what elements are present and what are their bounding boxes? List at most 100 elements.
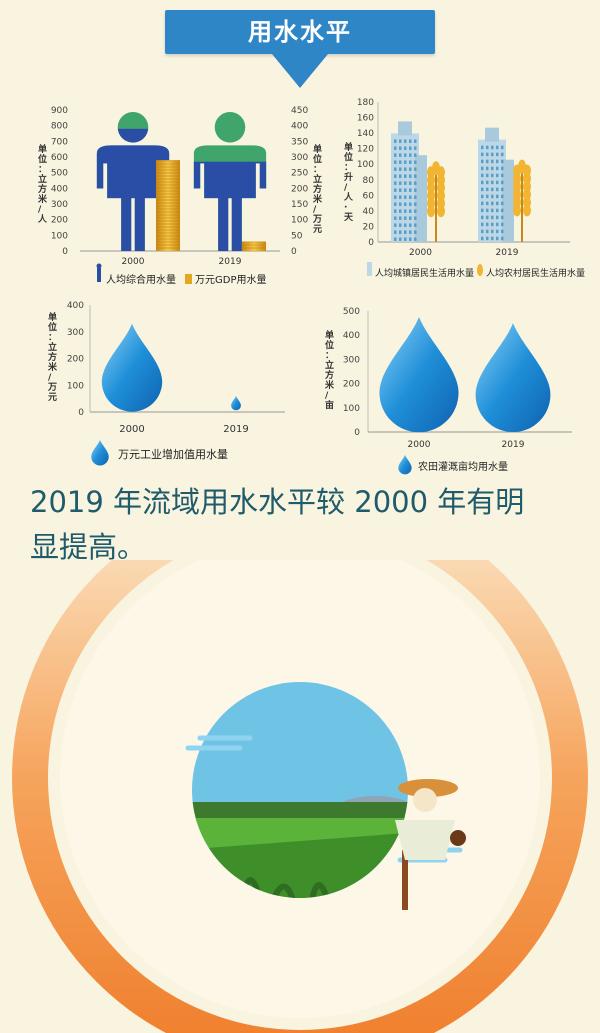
chart3-x-label: 2000 — [119, 424, 144, 435]
legend-wheat-icon — [477, 264, 483, 276]
building-window — [399, 188, 402, 192]
building-window — [394, 153, 397, 157]
building-window — [409, 181, 412, 185]
cloud-lines-left — [185, 735, 253, 751]
building-window — [486, 166, 489, 171]
building-window — [414, 195, 417, 199]
building-window — [399, 160, 402, 164]
building-window — [486, 187, 489, 192]
title-banner: 用水水平 — [165, 10, 435, 54]
building-window — [404, 216, 407, 220]
chart2-legend: 人均城镇居民生活用水量 人均农村居民生活用水量 — [367, 262, 585, 279]
building-window — [501, 236, 504, 241]
person-mark-2019 — [193, 111, 267, 251]
building-window — [394, 181, 397, 185]
legend-drop-icon — [91, 440, 109, 466]
chart4-x-label: 2019 — [502, 440, 525, 450]
wheat-tip — [432, 161, 440, 176]
building-window — [409, 160, 412, 164]
building-window — [394, 202, 397, 206]
building-window — [486, 145, 489, 150]
building-window — [481, 208, 484, 213]
building-window — [399, 139, 402, 143]
chart2-tick-label: 0 — [368, 238, 374, 248]
chart1-left-tick-label: 100 — [51, 231, 68, 241]
building-window — [394, 237, 397, 241]
building-window — [414, 139, 417, 143]
building-window — [481, 215, 484, 220]
coin-stack-bar — [242, 241, 266, 251]
chart1-left-tick-label: 200 — [51, 216, 68, 226]
building-window — [491, 236, 494, 241]
chart3-tick-label: 100 — [67, 381, 84, 391]
chart1-right-tick-label: 250 — [291, 169, 308, 179]
chart1-right-tick-label: 200 — [291, 184, 308, 194]
building-window — [501, 194, 504, 199]
chart1-x-label: 2019 — [219, 257, 242, 267]
chart3-tick-label: 0 — [78, 408, 84, 418]
building-window — [399, 174, 402, 178]
chart3-legend: 万元工业增加值用水量 — [91, 440, 228, 466]
chart2-tick-label: 60 — [363, 191, 375, 201]
building-window — [496, 187, 499, 192]
building-window — [414, 181, 417, 185]
building-window — [496, 173, 499, 178]
chart1-left-tick-label: 600 — [51, 153, 68, 163]
building-window — [404, 188, 407, 192]
building-window — [399, 153, 402, 157]
chart1-x-label: 2000 — [122, 257, 145, 267]
building-window — [399, 230, 402, 234]
chart1-left-tick-label: 500 — [51, 169, 68, 179]
building-window — [496, 236, 499, 241]
chart4-tick-label: 400 — [343, 331, 360, 341]
page-title: 用水水平 — [248, 18, 352, 46]
building-mark-2019 — [478, 127, 514, 242]
building-window — [496, 159, 499, 164]
building-top — [485, 127, 499, 142]
building-window — [394, 139, 397, 143]
chart1-right-tick-label: 300 — [291, 153, 308, 163]
building-window — [414, 160, 417, 164]
building-window — [501, 173, 504, 178]
building-window — [404, 230, 407, 234]
legend-drop-icon — [398, 455, 412, 475]
legend-coin-icon — [185, 274, 192, 284]
building-window — [481, 159, 484, 164]
building-window — [399, 223, 402, 227]
chart1-right-tick-label: 0 — [291, 247, 297, 257]
building-window — [501, 229, 504, 234]
building-window — [496, 229, 499, 234]
building-window — [491, 173, 494, 178]
chart1-left-tick-label: 700 — [51, 137, 68, 147]
chart4-x-label: 2000 — [408, 440, 431, 450]
chart1-left-tick-label: 400 — [51, 184, 68, 194]
building-window — [404, 202, 407, 206]
building-window — [501, 187, 504, 192]
building-window — [486, 236, 489, 241]
building-window — [491, 159, 494, 164]
chart4-tick-label: 300 — [343, 355, 360, 365]
wheat-grain — [437, 205, 445, 218]
building-window — [414, 216, 417, 220]
building-window — [496, 152, 499, 157]
building-window — [414, 167, 417, 171]
building-window — [486, 222, 489, 227]
legend-building-label: 人均城镇居民生活用水量 — [375, 267, 474, 279]
building-side — [415, 155, 427, 242]
building-window — [486, 194, 489, 199]
building-window — [496, 180, 499, 185]
building-window — [399, 146, 402, 150]
building-window — [486, 201, 489, 206]
building-window — [404, 174, 407, 178]
building-window — [496, 145, 499, 150]
chart3-tick-label: 200 — [67, 355, 84, 365]
chart4-tick-label: 500 — [343, 307, 360, 317]
building-window — [491, 152, 494, 157]
building-window — [409, 195, 412, 199]
building-window — [501, 222, 504, 227]
chart1-right-tick-label: 400 — [291, 122, 308, 132]
building-window — [394, 160, 397, 164]
chart2-tick-label: 140 — [357, 129, 374, 139]
legend-wheat-label: 人均农村居民生活用水量 — [486, 267, 585, 279]
wheat-mark-2019 — [513, 159, 531, 242]
